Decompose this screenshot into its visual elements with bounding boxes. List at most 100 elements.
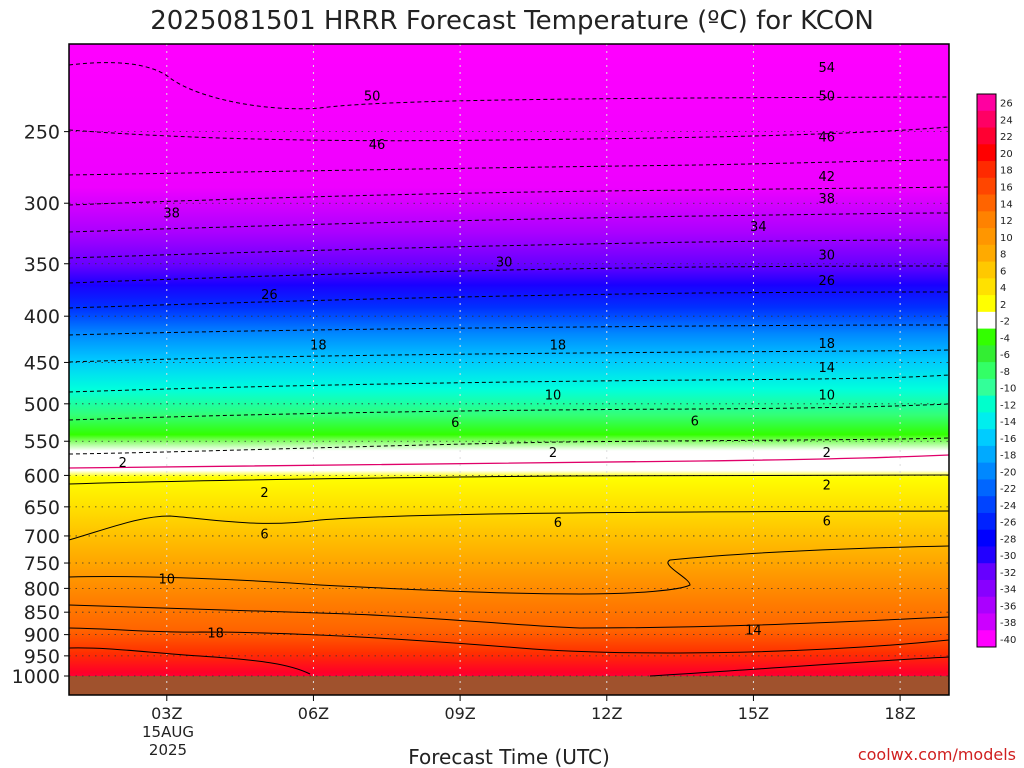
- colorbar-label: -26: [1000, 518, 1016, 529]
- contour-value-label: 2: [823, 446, 831, 461]
- contour-value-label: 18: [819, 337, 836, 352]
- x-date-day: 15AUG: [142, 723, 194, 741]
- y-tick-label: 1000: [12, 666, 60, 688]
- colorbar-swatch: [977, 328, 996, 346]
- colorbar-label: 6: [1000, 266, 1006, 277]
- contour-value-label: 6: [260, 528, 268, 543]
- contour-line: [69, 647, 311, 675]
- colorbar-swatch: [977, 144, 996, 162]
- contour-line: [69, 186, 949, 206]
- colorbar-label: 2: [1000, 300, 1006, 311]
- chart-title: 2025081501 HRRR Forecast Temperature (ºC…: [150, 6, 874, 36]
- colorbar-label: 26: [1000, 99, 1013, 110]
- colorbar-label: -14: [1000, 417, 1016, 428]
- contour-value-label: 46: [369, 138, 386, 153]
- colorbar-label: -4: [1000, 333, 1010, 344]
- colorbar-label: -22: [1000, 484, 1016, 495]
- colorbar-swatch: [977, 127, 996, 145]
- temperature-field: [69, 44, 949, 695]
- x-date-year: 2025: [149, 741, 187, 759]
- y-tick-label: 500: [24, 394, 60, 416]
- colorbar-label: -34: [1000, 585, 1016, 596]
- y-axis: 2503003504004505005506006507007508008509…: [12, 122, 69, 688]
- y-tick-label: 900: [24, 625, 60, 647]
- contour-line: [69, 627, 949, 654]
- colorbar-label: 12: [1000, 216, 1013, 227]
- x-tick-label: 18Z: [884, 704, 915, 723]
- contour-value-label: 18: [207, 626, 224, 641]
- colorbar-label: -32: [1000, 568, 1016, 579]
- contour-value-label: 46: [819, 130, 836, 145]
- contour-value-label: 26: [261, 288, 278, 303]
- colorbar-swatch: [977, 630, 996, 648]
- contour-value-label: 34: [750, 220, 767, 235]
- colorbar-label: -6: [1000, 350, 1010, 361]
- contour-value-label: 38: [163, 206, 180, 221]
- contour-line: [649, 656, 949, 677]
- colorbar-swatch: [977, 429, 996, 447]
- contour-value-label: 14: [745, 623, 762, 638]
- contour-line: [69, 374, 949, 393]
- contour-line: [69, 437, 949, 455]
- contour-value-label: 38: [819, 192, 836, 207]
- colorbar-swatch: [977, 462, 996, 480]
- contour-value-label: 18: [550, 339, 567, 354]
- contour-lines: [69, 62, 949, 677]
- colorbar-swatch: [977, 529, 996, 547]
- colorbar-swatch: [977, 110, 996, 129]
- colorbar-swatch: [977, 261, 996, 279]
- colorbar-label: 16: [1000, 183, 1013, 194]
- colorbar-swatch: [977, 613, 996, 631]
- y-tick-label: 250: [24, 122, 60, 144]
- colorbar-swatch: [977, 211, 996, 229]
- contour-value-label: 10: [159, 572, 176, 587]
- colorbar-label: -18: [1000, 451, 1016, 462]
- contour-value-label: 2: [119, 456, 127, 471]
- colorbar-label: 14: [1000, 199, 1013, 210]
- colorbar-label: -8: [1000, 367, 1010, 378]
- contour-value-label: 30: [496, 256, 513, 271]
- contour-value-label: 14: [819, 361, 836, 376]
- colorbar-label: 4: [1000, 283, 1006, 294]
- colorbar-swatch: [977, 295, 996, 313]
- contour-value-label: 10: [545, 388, 562, 403]
- y-tick-label: 350: [24, 254, 60, 276]
- contour-line: [69, 291, 949, 309]
- contour-line: [69, 324, 949, 336]
- contour-value-label: 2: [549, 446, 557, 461]
- y-tick-label: 600: [24, 465, 60, 487]
- y-tick-label: 850: [24, 602, 60, 624]
- contour-value-label: 54: [819, 61, 836, 76]
- colorbar-label: 22: [1000, 132, 1013, 143]
- y-tick-label: 450: [24, 352, 60, 374]
- colorbar-label: -10: [1000, 384, 1016, 395]
- contour-line: [69, 474, 949, 485]
- colorbar-swatch: [977, 395, 996, 413]
- colorbar-label: -38: [1000, 618, 1016, 629]
- colorbar-label: 8: [1000, 250, 1006, 261]
- colorbar-swatch: [977, 546, 996, 564]
- colorbar-swatch: [977, 378, 996, 397]
- contour-value-label: 18: [310, 339, 327, 354]
- x-tick-label: 06Z: [298, 704, 329, 723]
- x-tick-label: 09Z: [444, 704, 475, 723]
- contour-value-label: 30: [819, 249, 836, 264]
- colorbar-swatch: [977, 596, 996, 614]
- contour-value-label: 2: [260, 486, 268, 501]
- colorbar-swatch: [977, 244, 996, 263]
- contour-line: [69, 545, 949, 595]
- plot-frame: [68, 43, 950, 696]
- contour-line: [69, 454, 949, 469]
- colorbar-swatch: [977, 479, 996, 497]
- y-tick-label: 400: [24, 306, 60, 328]
- x-axis-label: Forecast Time (UTC): [408, 745, 610, 768]
- colorbar-label: -40: [1000, 635, 1016, 646]
- y-tick-label: 800: [24, 578, 60, 600]
- contour-value-label: 26: [819, 274, 836, 289]
- colorbar-label: 24: [1000, 115, 1013, 126]
- contour-value-label: 2: [823, 478, 831, 493]
- colorbar-label: -28: [1000, 534, 1016, 545]
- colorbar-label: -30: [1000, 551, 1016, 562]
- y-tick-label: 550: [24, 431, 60, 453]
